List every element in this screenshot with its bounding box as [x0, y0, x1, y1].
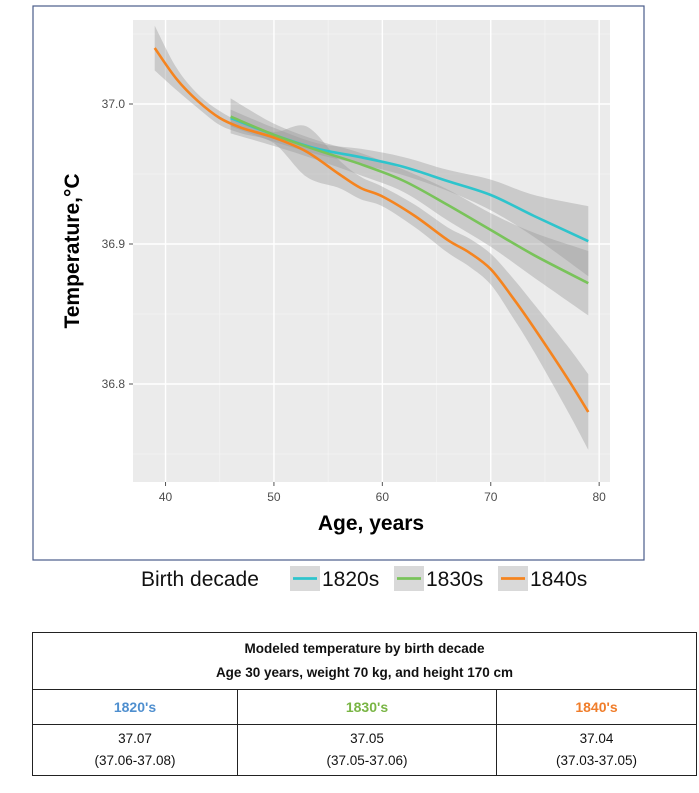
value-1830s: 37.05: [350, 731, 384, 746]
x-tick-label-40: 40: [159, 490, 173, 504]
value-1840s: 37.04: [579, 731, 614, 746]
y-tick-label-36.9: 36.9: [102, 237, 126, 251]
legend-title: Birth decade: [141, 568, 259, 591]
plot-panel: [133, 20, 610, 482]
header-1840s: 1840's: [496, 689, 697, 725]
x-tick-label-50: 50: [267, 490, 281, 504]
table-title-line-2: Age 30 years, weight 70 kg, and height 1…: [215, 665, 514, 680]
modeled-temperature-table: Modeled temperature by birth decade Age …: [32, 632, 697, 776]
x-tick-label-60: 60: [376, 490, 390, 504]
value-1820s: 37.07: [118, 731, 152, 746]
cell-1830s: 37.05 (37.05-37.06): [237, 724, 497, 776]
header-1830s: 1830's: [237, 689, 497, 725]
x-tick-label-80: 80: [592, 490, 606, 504]
cell-1820s: 37.07 (37.06-37.08): [32, 724, 238, 776]
y-axis-ticks: 36.8 36.9 37.0: [102, 97, 133, 391]
temperature-chart-figure: 36.8 36.9 37.0 40 50 60 70 80 Age, years Tempe…: [32, 5, 645, 591]
legend-label-1820s: 1820s: [322, 568, 379, 591]
x-axis-title: Age, years: [318, 512, 424, 535]
y-tick-label-36.8: 36.8: [102, 377, 126, 391]
ci-1840s: (37.03-37.05): [555, 753, 638, 768]
table-title-line-1: Modeled temperature by birth decade: [244, 641, 485, 656]
y-axis-title: Temperature,°C: [61, 173, 84, 328]
legend: Birth decade 1820s 1830s 1840s: [141, 566, 587, 591]
y-tick-label-37.0: 37.0: [102, 97, 126, 111]
cell-1840s: 37.04 (37.03-37.05): [496, 724, 697, 776]
grid-lines: [133, 20, 610, 482]
ci-1830s: (37.05-37.06): [326, 753, 408, 768]
ci-band-1830s: [230, 98, 589, 316]
x-tick-label-70: 70: [484, 490, 498, 504]
table-title: Modeled temperature by birth decade Age …: [32, 632, 697, 690]
legend-label-1840s: 1840s: [530, 568, 587, 591]
series-lines: [153, 47, 590, 413]
x-axis-ticks: 40 50 60 70 80: [159, 482, 606, 504]
ci-1820s: (37.06-37.08): [94, 753, 176, 768]
series-line-1830s: [230, 115, 589, 285]
series-line-1840s: [153, 47, 590, 413]
header-1820s: 1820's: [32, 689, 238, 725]
legend-label-1830s: 1830s: [426, 568, 483, 591]
